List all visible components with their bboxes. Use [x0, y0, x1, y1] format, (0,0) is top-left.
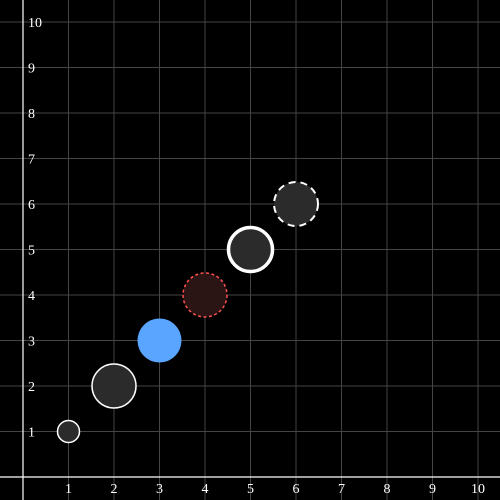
- y-tick-labels: 1 2 3 4 5 6 7 8 9 10: [28, 16, 42, 441]
- y-tick-label: 6: [28, 198, 35, 213]
- data-point-2: [91, 363, 137, 409]
- y-tick-label: 5: [28, 244, 35, 259]
- data-point-1: [56, 419, 81, 444]
- x-tick-label: 2: [111, 482, 118, 497]
- y-tick-label: 4: [28, 289, 35, 304]
- y-tick-label: 7: [28, 153, 35, 168]
- data-point-3: [137, 318, 182, 363]
- data-point-6: [273, 181, 319, 227]
- x-tick-label: 3: [156, 482, 163, 497]
- x-tick-label: 8: [384, 482, 391, 497]
- y-tick-label: 3: [28, 335, 35, 350]
- x-tick-label: 7: [338, 482, 345, 497]
- x-tick-labels: 1 2 3 4 5 6 7 8 9 10: [65, 482, 485, 497]
- x-tick-label: 6: [293, 482, 300, 497]
- x-tick-label: 1: [65, 482, 72, 497]
- y-tick-label: 10: [28, 16, 42, 31]
- data-point-5: [226, 225, 275, 274]
- x-tick-label: 4: [202, 482, 209, 497]
- y-tick-label: 8: [28, 107, 35, 122]
- data-point-4: [182, 272, 228, 318]
- y-tick-label: 2: [28, 380, 35, 395]
- y-tick-label: 1: [28, 426, 35, 441]
- data-points: [56, 181, 319, 444]
- x-tick-label: 10: [471, 482, 485, 497]
- x-tick-label: 5: [247, 482, 254, 497]
- x-tick-label: 9: [429, 482, 436, 497]
- y-tick-label: 9: [28, 62, 35, 77]
